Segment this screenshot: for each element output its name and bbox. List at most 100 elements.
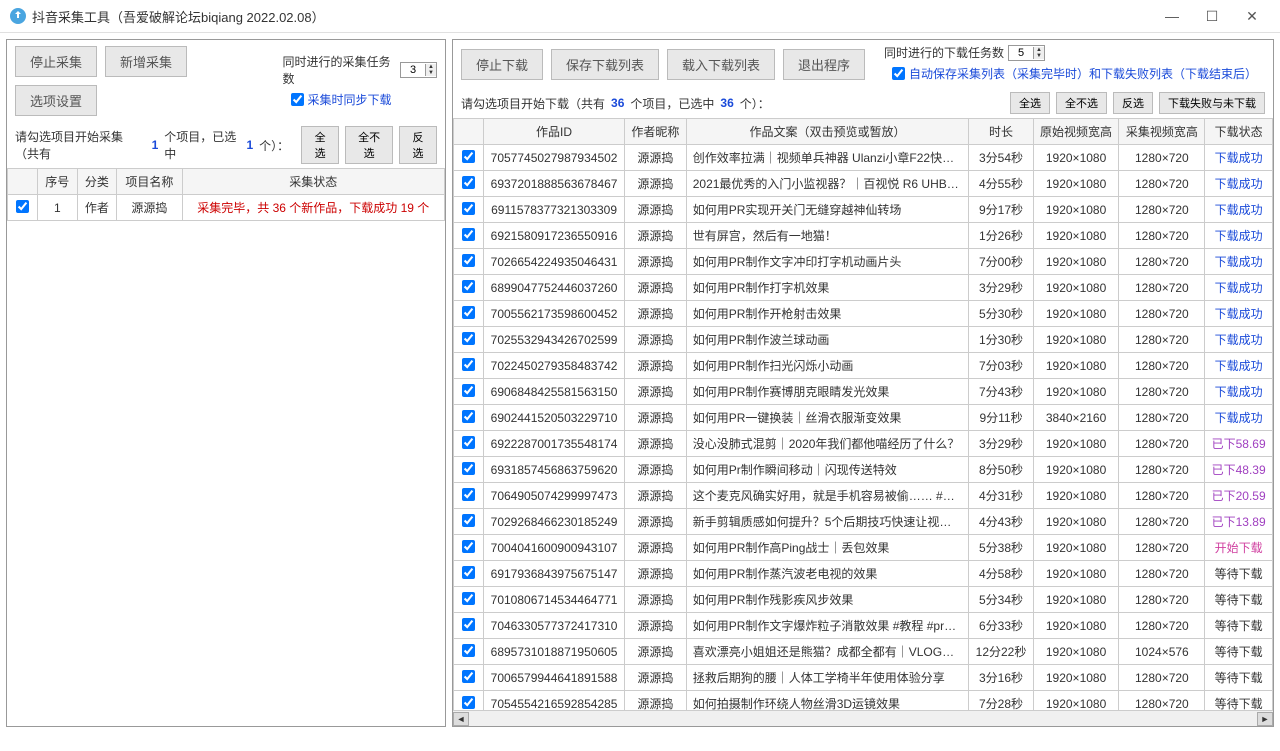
collect-select-all[interactable]: 全选 (301, 126, 339, 164)
stop-collect-button[interactable]: 停止采集 (15, 46, 97, 77)
download-row-checkbox[interactable] (462, 306, 475, 319)
download-row[interactable]: 6906848425581563150源源捣如何用PR制作赛博朋克眼睛发光效果7… (454, 379, 1273, 405)
horizontal-scrollbar[interactable]: ◄ ► (453, 710, 1273, 726)
cell-dur: 3分29秒 (969, 275, 1033, 301)
download-row-checkbox[interactable] (462, 332, 475, 345)
download-row[interactable]: 7025532943426702599源源捣如何用PR制作波兰球动画1分30秒1… (454, 327, 1273, 353)
download-row-checkbox[interactable] (462, 462, 475, 475)
exit-button[interactable]: 退出程序 (783, 49, 865, 80)
download-row[interactable]: 7029268466230185249源源捣新手剪辑质感如何提升？5个后期技巧快… (454, 509, 1273, 535)
cell-id: 6895731018871950605 (484, 639, 625, 665)
download-task-input[interactable] (1009, 46, 1033, 60)
cell-id: 7022450279358483742 (484, 353, 625, 379)
scroll-right-arrow[interactable]: ► (1257, 712, 1273, 726)
download-row-checkbox[interactable] (462, 592, 475, 605)
download-row[interactable]: 7064905074299997473源源捣这个麦克风确实好用，就是手机容易被偷… (454, 483, 1273, 509)
spinner-down[interactable]: ▼ (1034, 53, 1044, 59)
cell-src: 1920×1080 (1033, 249, 1119, 275)
sync-download-checkbox[interactable] (291, 93, 304, 106)
collect-task-spinner[interactable]: ▲▼ (400, 62, 437, 78)
download-row[interactable]: 7057745027987934502源源捣创作效率拉满｜视频单兵神器 Ulan… (454, 145, 1273, 171)
collect-select-none[interactable]: 全不选 (345, 126, 393, 164)
download-row-checkbox[interactable] (462, 436, 475, 449)
download-row-checkbox[interactable] (462, 618, 475, 631)
download-row[interactable]: 6937201888563678467源源捣2021最优秀的入门小监视器？｜百视… (454, 171, 1273, 197)
cell-status: 下载成功 (1205, 379, 1273, 405)
download-row[interactable]: 7054554216592854285源源捣如何拍摄制作环绕人物丝滑3D运镜效果… (454, 691, 1273, 711)
cell-col: 1280×720 (1119, 275, 1205, 301)
download-toolbar-row: 停止下载 保存下载列表 载入下载列表 退出程序 同时进行的下载任务数 ▲▼ 自动… (453, 40, 1273, 88)
download-select-all[interactable]: 全选 (1010, 92, 1050, 114)
cell-title: 这个麦克风确实好用，就是手机容易被偷…… #摄影摄像 #摄… (686, 483, 969, 509)
load-list-button[interactable]: 载入下载列表 (667, 49, 775, 80)
download-row[interactable]: 7010806714534464771源源捣如何用PR制作残影疾风步效果5分34… (454, 587, 1273, 613)
cell-src: 1920×1080 (1033, 301, 1119, 327)
download-table-wrap[interactable]: 作品ID 作者昵称 作品文案（双击预览或暂放） 时长 原始视频宽高 采集视频宽高… (453, 118, 1273, 710)
download-row[interactable]: 6895731018871950605源源捣喜欢漂亮小姐姐还是熊猫？成都全都有｜… (454, 639, 1273, 665)
cell-title: 如何用PR制作开枪射击效果 (686, 301, 969, 327)
download-row-checkbox[interactable] (462, 540, 475, 553)
auto-save-checkbox[interactable] (892, 67, 905, 80)
maximize-button[interactable]: ☐ (1202, 6, 1222, 26)
download-row[interactable]: 7006579944641891588源源捣拯救后期狗的腰｜人体工学椅半年使用体… (454, 665, 1273, 691)
cell-src: 1920×1080 (1033, 223, 1119, 249)
cell-status: 等待下载 (1205, 639, 1273, 665)
download-row-checkbox[interactable] (462, 280, 475, 293)
download-row[interactable]: 7026654224935046431源源捣如何用PR制作文字冲印打字机动画片头… (454, 249, 1273, 275)
download-task-spinner[interactable]: ▲▼ (1008, 45, 1045, 61)
download-row[interactable]: 6911578377321303309源源捣如何用PR实现开关门无缝穿越神仙转场… (454, 197, 1273, 223)
cell-col: 1280×720 (1119, 535, 1205, 561)
settings-button[interactable]: 选项设置 (15, 85, 97, 116)
download-row[interactable]: 7046330577372417310源源捣如何用PR制作文字爆炸粒子消散效果 … (454, 613, 1273, 639)
download-row-checkbox[interactable] (462, 228, 475, 241)
download-row-checkbox[interactable] (462, 384, 475, 397)
col-src: 原始视频宽高 (1033, 119, 1119, 145)
download-table: 作品ID 作者昵称 作品文案（双击预览或暂放） 时长 原始视频宽高 采集视频宽高… (453, 118, 1273, 710)
stop-download-button[interactable]: 停止下载 (461, 49, 543, 80)
collect-task-label: 同时进行的采集任务数 (283, 53, 397, 87)
col-status: 采集状态 (182, 169, 444, 195)
collect-invert[interactable]: 反选 (399, 126, 437, 164)
cell-title: 如何用PR制作文字爆炸粒子消散效果 #教程 #pr教程 #后期制… (686, 613, 969, 639)
save-list-button[interactable]: 保存下载列表 (551, 49, 659, 80)
download-row-checkbox[interactable] (462, 644, 475, 657)
download-row-checkbox[interactable] (462, 696, 475, 709)
download-row-checkbox[interactable] (462, 358, 475, 371)
cell-author: 源源捣 (625, 249, 687, 275)
download-row-checkbox[interactable] (462, 150, 475, 163)
download-failed-button[interactable]: 下载失败与未下载 (1159, 92, 1265, 114)
minimize-button[interactable]: — (1162, 6, 1182, 26)
collect-task-input[interactable] (401, 63, 425, 77)
download-row-checkbox[interactable] (462, 176, 475, 189)
download-row-checkbox[interactable] (462, 670, 475, 683)
download-row[interactable]: 7004041600900943107源源捣如何用PR制作高Ping战士｜丢包效… (454, 535, 1273, 561)
close-button[interactable]: ✕ (1242, 6, 1262, 26)
download-row-checkbox[interactable] (462, 254, 475, 267)
cell-col: 1280×720 (1119, 353, 1205, 379)
download-row[interactable]: 7005562173598600452源源捣如何用PR制作开枪射击效果5分30秒… (454, 301, 1273, 327)
cell-dur: 9分11秒 (969, 405, 1033, 431)
download-invert[interactable]: 反选 (1113, 92, 1153, 114)
download-row-checkbox[interactable] (462, 410, 475, 423)
download-row-checkbox[interactable] (462, 514, 475, 527)
spinner-down[interactable]: ▼ (426, 70, 436, 76)
app-icon (10, 8, 26, 24)
download-row[interactable]: 6917936843975675147源源捣如何用PR制作蒸汽波老电视的效果4分… (454, 561, 1273, 587)
download-row[interactable]: 6899047752446037260源源捣如何用PR制作打字机效果3分29秒1… (454, 275, 1273, 301)
collect-row-checkbox[interactable] (16, 200, 29, 213)
download-row[interactable]: 6922287001735548174源源捣没心没肺式混剪｜2020年我们都他喵… (454, 431, 1273, 457)
cell-src: 1920×1080 (1033, 327, 1119, 353)
download-row-checkbox[interactable] (462, 202, 475, 215)
window-controls: — ☐ ✕ (1162, 6, 1270, 26)
download-row[interactable]: 6931857456863759620源源捣如何用Pr制作瞬间移动｜闪现传送特效… (454, 457, 1273, 483)
download-row[interactable]: 7022450279358483742源源捣如何用PR制作扫光闪烁小动画7分03… (454, 353, 1273, 379)
scroll-left-arrow[interactable]: ◄ (453, 712, 469, 726)
download-row[interactable]: 6921580917236550916源源捣世有屏宫，然后有一地猫！1分26秒1… (454, 223, 1273, 249)
download-row[interactable]: 6902441520503229710源源捣如何用PR一键换装｜丝滑衣服渐变效果… (454, 405, 1273, 431)
download-select-none[interactable]: 全不选 (1056, 92, 1107, 114)
new-collect-button[interactable]: 新增采集 (105, 46, 187, 77)
cell-col: 1280×720 (1119, 509, 1205, 535)
download-row-checkbox[interactable] (462, 566, 475, 579)
download-row-checkbox[interactable] (462, 488, 475, 501)
collect-row[interactable]: 1 作者 源源捣 采集完毕，共 36 个新作品，下载成功 19 个 (8, 195, 445, 221)
